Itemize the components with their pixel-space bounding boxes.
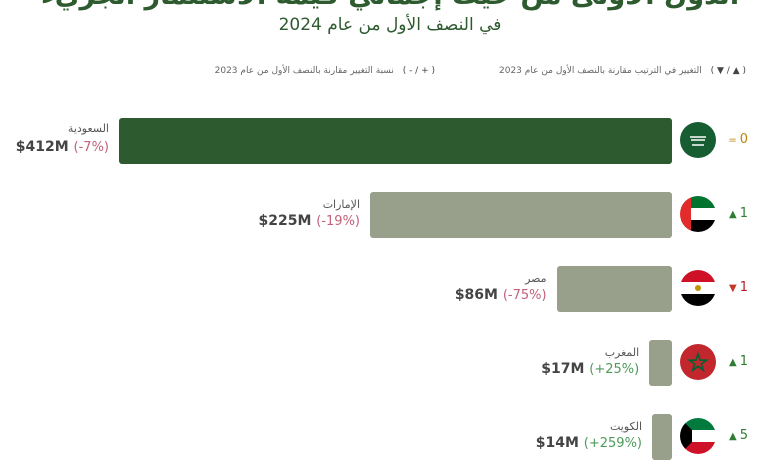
legend-pct-symbol: ( + / - ) — [402, 66, 435, 76]
value-amount: $86M — [454, 287, 503, 303]
value-amount: $412M — [15, 139, 74, 155]
legend-rank-text: التغيير في الترتيب مقارنة بالنصف الأول م… — [499, 66, 702, 76]
country-label: الكويت — [609, 420, 642, 433]
legend-rank: ( ▲ / ▼ ) التغيير في الترتيب مقارنة بالن… — [499, 66, 746, 76]
country-label: الإمارات — [322, 198, 360, 211]
value-label: $225M (-19%) — [258, 213, 360, 229]
value-amount: $14M — [535, 435, 584, 451]
chart-title: الدول الأولى من حيث إجمالي قيمة الاستثما… — [0, 0, 780, 11]
pct-change: (-19%) — [316, 214, 360, 229]
rank-change-symbol: ▲ — [729, 431, 737, 442]
legend-pct: ( + / - ) نسبة التغيير مقارنة بالنصف الأ… — [215, 66, 435, 76]
rank-change-value: 1 — [739, 280, 748, 295]
bar — [119, 118, 672, 164]
rank-change-value: 0 — [739, 132, 748, 147]
rank-change-symbol: ▲ — [729, 357, 737, 368]
bar-row: = 0 السعودية $412M (-7%) — [0, 118, 780, 164]
bar — [370, 192, 672, 238]
country-label: المغرب — [604, 346, 640, 359]
value-amount: $17M — [541, 361, 590, 377]
rank-change: ▼ 1 — [729, 280, 748, 295]
rank-change-symbol: = — [728, 135, 737, 146]
country-label: مصر — [525, 272, 547, 285]
saudi-flag-icon — [680, 122, 716, 158]
rank-change: = 0 — [728, 132, 748, 147]
bar-row: ▲ 1 المغرب $17M (+25%) — [0, 340, 780, 386]
value-label: $412M (-7%) — [16, 139, 109, 155]
pct-change: (+259%) — [583, 436, 642, 451]
pct-change: (-75%) — [502, 288, 547, 303]
rank-change-value: 1 — [739, 206, 748, 221]
pct-change: (+25%) — [589, 362, 640, 377]
pct-change: (-7%) — [73, 140, 109, 155]
country-label: السعودية — [67, 122, 109, 135]
value-label: $86M (-75%) — [455, 287, 547, 303]
bar-row: ▲ 5 الكويت $14M (+259%) — [0, 414, 780, 460]
rank-change: ▲ 5 — [729, 428, 748, 443]
bar — [649, 340, 672, 386]
value-label: $14M (+259%) — [536, 435, 642, 451]
uae-flag-icon — [680, 196, 716, 232]
rank-change: ▲ 1 — [729, 354, 748, 369]
value-label: $17M (+25%) — [541, 361, 639, 377]
legend-pct-text: نسبة التغيير مقارنة بالنصف الأول من عام … — [214, 66, 394, 76]
rank-change-value: 1 — [739, 354, 748, 369]
chart-subtitle: في النصف الأول من عام 2024 — [278, 15, 502, 35]
bar-row: ▼ 1 مصر $86M (-75%) — [0, 266, 780, 312]
egypt-flag-icon — [680, 270, 716, 306]
bar — [652, 414, 672, 460]
morocco-flag-icon — [680, 344, 716, 380]
bar — [556, 266, 672, 312]
rank-change-value: 5 — [739, 428, 748, 443]
rank-change-symbol: ▼ — [729, 283, 737, 294]
rank-change: ▲ 1 — [729, 206, 748, 221]
rank-change-symbol: ▲ — [729, 209, 737, 220]
bar-row: ▲ 1 الإمارات $225M (-19%) — [0, 192, 780, 238]
kuwait-flag-icon — [680, 418, 716, 454]
value-amount: $225M — [258, 213, 317, 229]
legend-rank-symbol: ( ▲ / ▼ ) — [710, 66, 746, 76]
